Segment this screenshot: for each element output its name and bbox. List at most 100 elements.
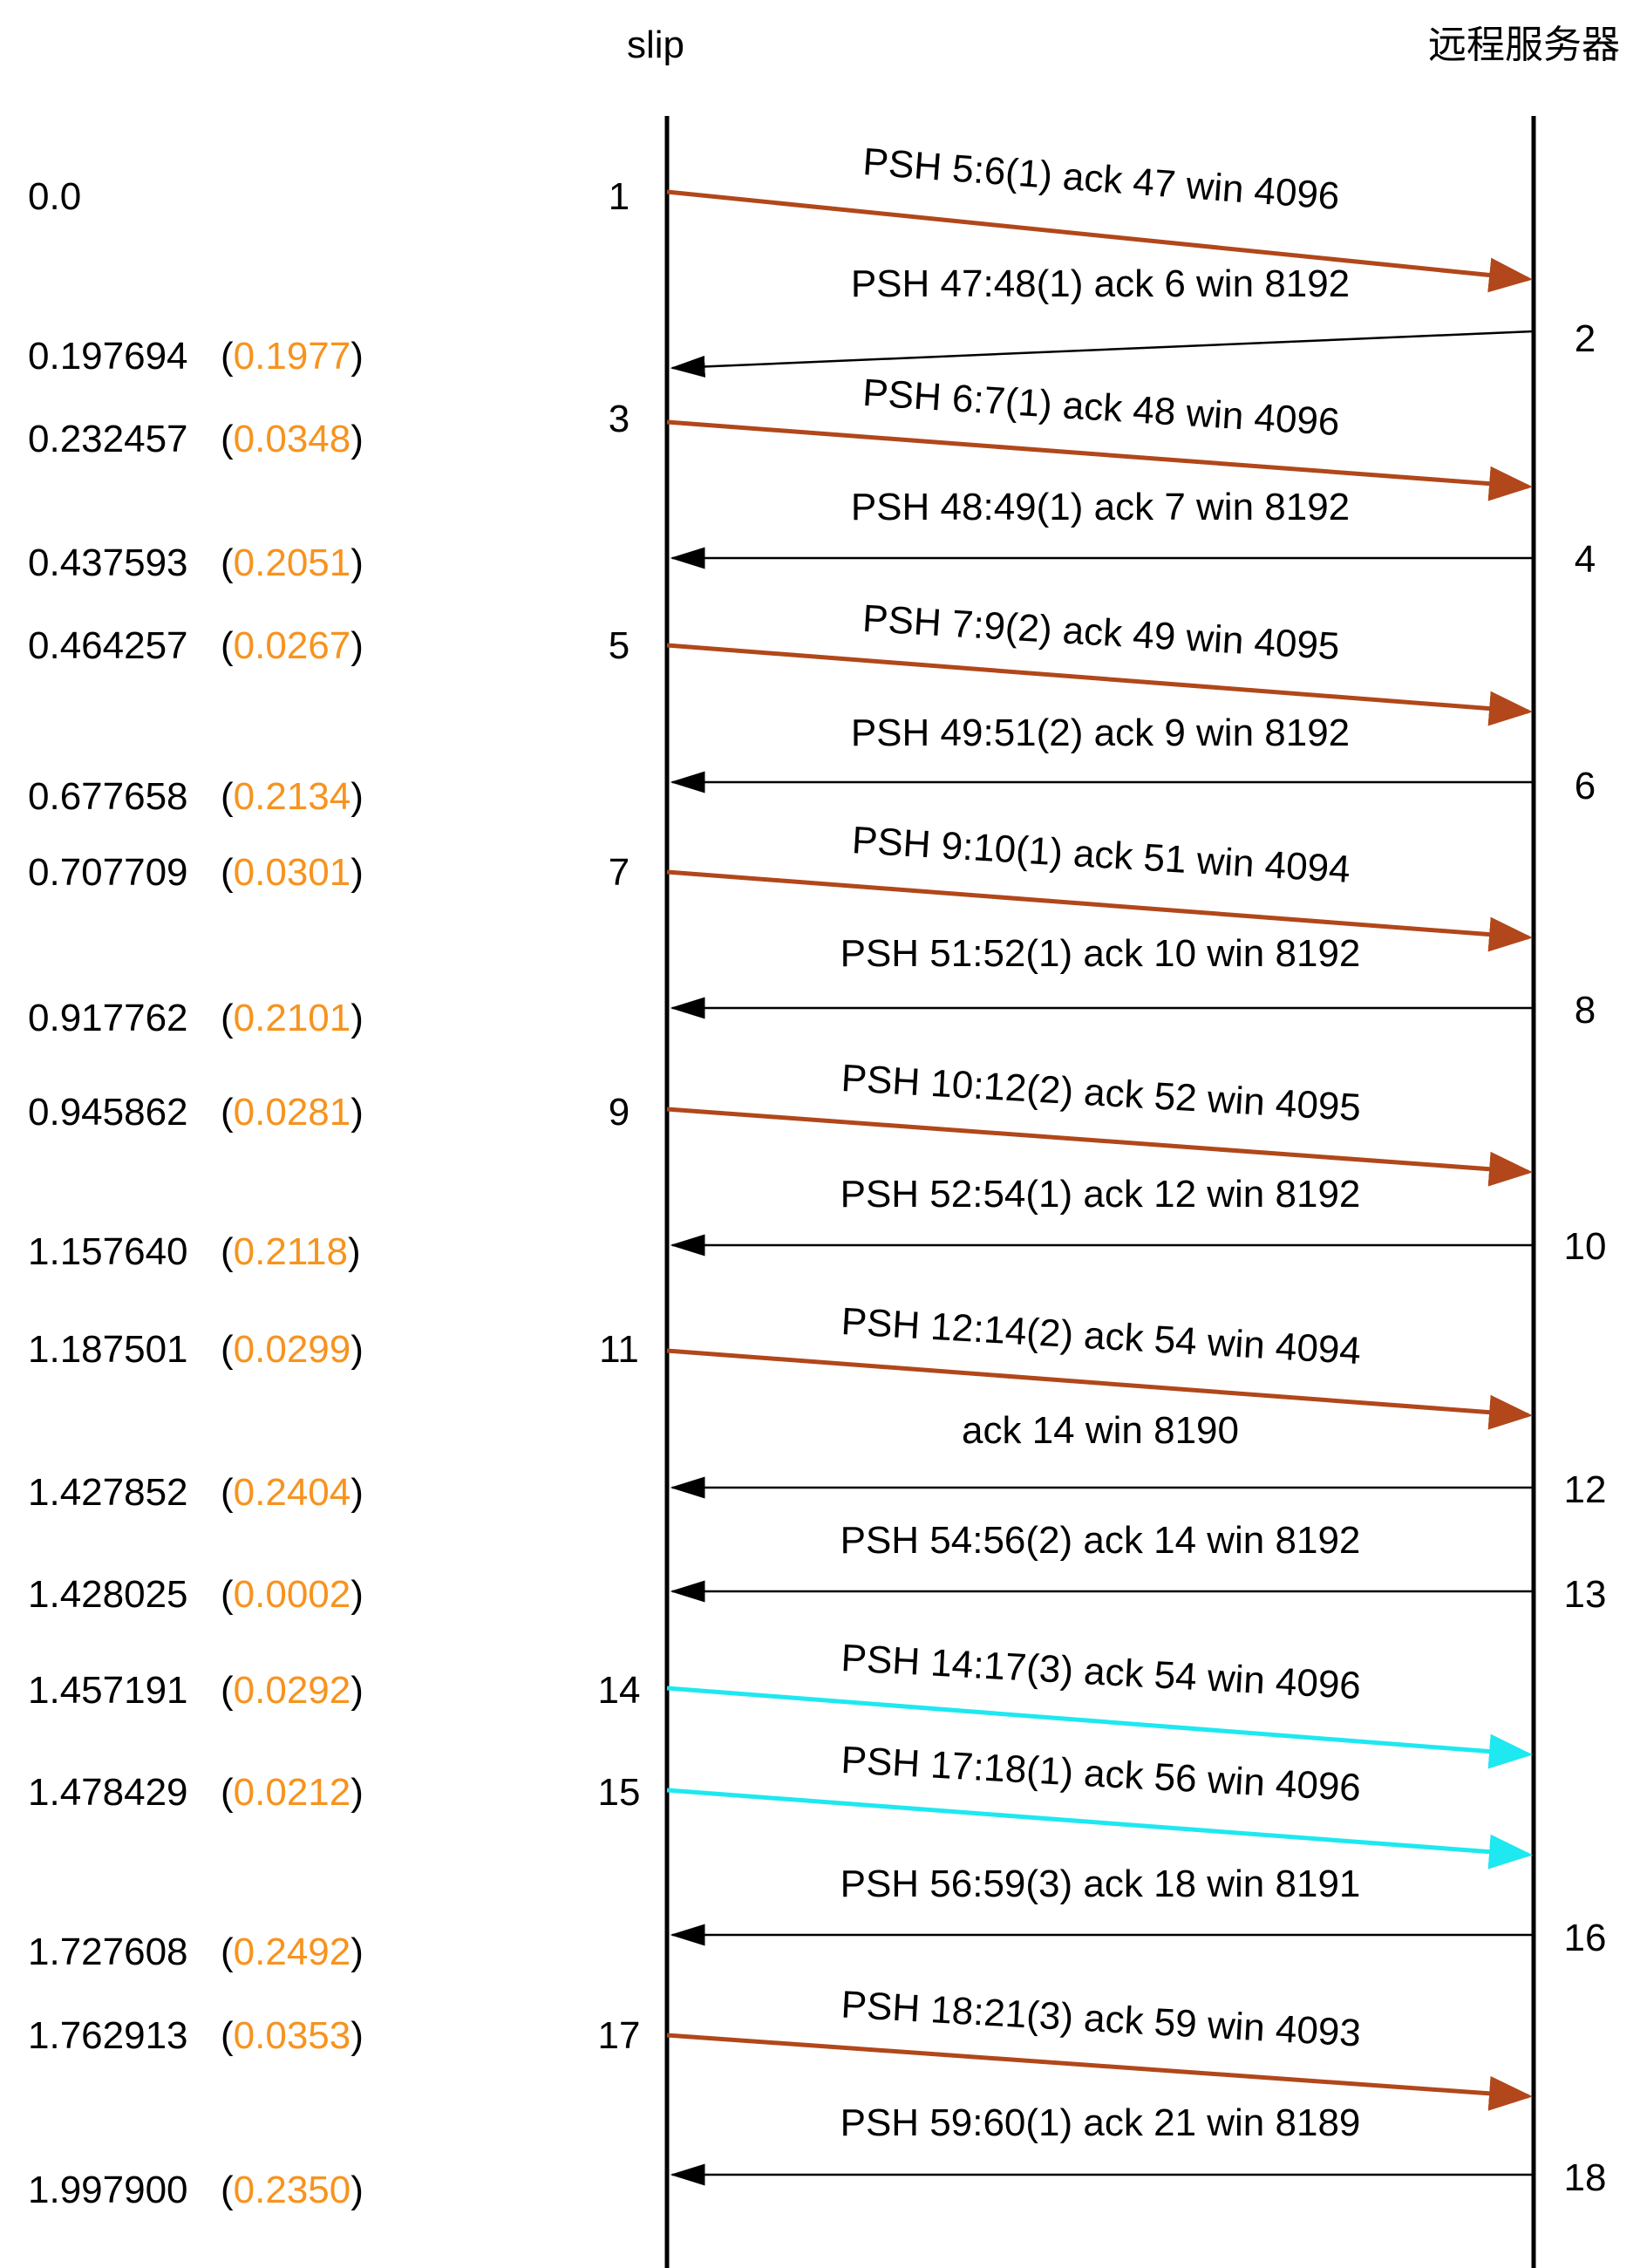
close-paren: ) <box>350 775 364 818</box>
close-paren: ) <box>348 1230 361 1273</box>
message-label-10: PSH 52:54(1) ack 12 win 8192 <box>840 1173 1361 1216</box>
open-paren: ( <box>221 1328 234 1371</box>
message-label-17: PSH 18:21(3) ack 59 win 4093 <box>840 1983 1363 2054</box>
sequence-number-9: 9 <box>609 1091 629 1134</box>
open-paren: ( <box>221 624 234 667</box>
close-paren: ) <box>350 1328 364 1371</box>
open-paren: ( <box>221 851 234 894</box>
sequence-number-4: 4 <box>1575 538 1596 581</box>
timestamp-16: 1.727608 <box>28 1931 188 1973</box>
message-arrow-7 <box>666 869 1533 952</box>
open-paren: ( <box>221 1573 234 1616</box>
timestamp-13: 1.428025 <box>28 1573 188 1616</box>
delta-group-7: (0.0301) <box>221 851 364 894</box>
sequence-number-6: 6 <box>1575 765 1596 807</box>
left-host-header: slip <box>627 24 684 66</box>
timestamp-2: 0.197694 <box>28 335 188 378</box>
message-label-9: PSH 10:12(2) ack 52 win 4095 <box>840 1057 1363 1129</box>
sequence-number-5: 5 <box>609 624 629 667</box>
delta-value: 0.2051 <box>234 541 351 584</box>
message-arrow-17 <box>666 2033 1533 2111</box>
message-arrow-5 <box>666 643 1533 726</box>
message-label-16: PSH 56:59(3) ack 18 win 8191 <box>840 1863 1361 1905</box>
sequence-number-2: 2 <box>1575 317 1596 360</box>
message-label-4: PSH 48:49(1) ack 7 win 8192 <box>851 486 1350 528</box>
delta-value: 0.1977 <box>234 335 351 378</box>
delta-value: 0.0348 <box>234 418 351 460</box>
sequence-number-18: 18 <box>1564 2156 1607 2199</box>
timestamp-12: 1.427852 <box>28 1471 188 1514</box>
delta-value: 0.0353 <box>234 2014 351 2057</box>
timestamp-1: 0.0 <box>28 175 81 218</box>
timestamp-5: 0.464257 <box>28 624 188 667</box>
delta-group-4: (0.2051) <box>221 541 364 584</box>
delta-group-2: (0.1977) <box>221 335 364 378</box>
timestamp-7: 0.707709 <box>28 851 188 894</box>
message-arrow-11 <box>666 1348 1533 1430</box>
delta-group-11: (0.0299) <box>221 1328 364 1371</box>
close-paren: ) <box>350 1669 364 1712</box>
delta-group-14: (0.0292) <box>221 1669 364 1712</box>
sequence-number-15: 15 <box>598 1771 641 1814</box>
delta-group-5: (0.0267) <box>221 624 364 667</box>
sequence-number-3: 3 <box>609 398 629 440</box>
open-paren: ( <box>221 1471 234 1514</box>
message-arrow-2 <box>670 330 1535 378</box>
close-paren: ) <box>350 1931 364 1973</box>
right-host-header: 远程服务器 <box>1428 24 1620 66</box>
message-label-1: PSH 5:6(1) ack 47 win 4096 <box>861 140 1341 218</box>
close-paren: ) <box>350 418 364 460</box>
timestamp-4: 0.437593 <box>28 541 188 584</box>
timestamp-17: 1.762913 <box>28 2014 188 2057</box>
message-arrow-14 <box>666 1686 1533 1769</box>
open-paren: ( <box>221 1091 234 1134</box>
open-paren: ( <box>221 997 234 1039</box>
open-paren: ( <box>221 775 234 818</box>
message-label-8: PSH 51:52(1) ack 10 win 8192 <box>840 932 1361 975</box>
close-paren: ) <box>350 335 364 378</box>
delta-value: 0.2134 <box>234 775 351 818</box>
delta-group-15: (0.0212) <box>221 1771 364 1814</box>
timestamp-6: 0.677658 <box>28 775 188 818</box>
delta-value: 0.0292 <box>234 1669 351 1712</box>
close-paren: ) <box>350 997 364 1039</box>
timestamp-9: 0.945862 <box>28 1091 188 1134</box>
sequence-number-8: 8 <box>1575 989 1596 1032</box>
message-label-12: ack 14 win 8190 <box>962 1409 1239 1452</box>
close-paren: ) <box>350 624 364 667</box>
message-label-18: PSH 59:60(1) ack 21 win 8189 <box>840 2101 1361 2144</box>
sequence-number-16: 16 <box>1564 1917 1607 1959</box>
delta-value: 0.2118 <box>234 1230 348 1273</box>
delta-value: 0.0267 <box>234 624 351 667</box>
message-label-13: PSH 54:56(2) ack 14 win 8192 <box>840 1519 1361 1562</box>
timestamp-18: 1.997900 <box>28 2169 188 2211</box>
close-paren: ) <box>350 1771 364 1814</box>
delta-value: 0.0002 <box>234 1573 351 1616</box>
open-paren: ( <box>221 2014 234 2057</box>
open-paren: ( <box>221 1669 234 1712</box>
delta-value: 0.0281 <box>234 1091 351 1134</box>
timestamp-3: 0.232457 <box>28 418 188 460</box>
delta-group-12: (0.2404) <box>221 1471 364 1514</box>
open-paren: ( <box>221 1771 234 1814</box>
close-paren: ) <box>350 541 364 584</box>
close-paren: ) <box>350 851 364 894</box>
open-paren: ( <box>221 541 234 584</box>
delta-value: 0.0301 <box>234 851 351 894</box>
message-label-11: PSH 12:14(2) ack 54 win 4094 <box>840 1300 1363 1372</box>
timestamp-11: 1.187501 <box>28 1328 188 1371</box>
delta-value: 0.0299 <box>234 1328 351 1371</box>
sequence-number-17: 17 <box>598 2014 641 2057</box>
sequence-number-7: 7 <box>609 851 629 894</box>
delta-group-9: (0.0281) <box>221 1091 364 1134</box>
timestamp-15: 1.478429 <box>28 1771 188 1814</box>
delta-group-18: (0.2350) <box>221 2169 364 2211</box>
message-label-7: PSH 9:10(1) ack 51 win 4094 <box>851 819 1351 891</box>
delta-group-16: (0.2492) <box>221 1931 364 1973</box>
delta-value: 0.2404 <box>234 1471 351 1514</box>
message-arrow-1 <box>666 189 1533 293</box>
sequence-number-12: 12 <box>1564 1468 1607 1511</box>
timestamp-10: 1.157640 <box>28 1230 188 1273</box>
close-paren: ) <box>350 2169 364 2211</box>
sequence-number-13: 13 <box>1564 1573 1607 1616</box>
